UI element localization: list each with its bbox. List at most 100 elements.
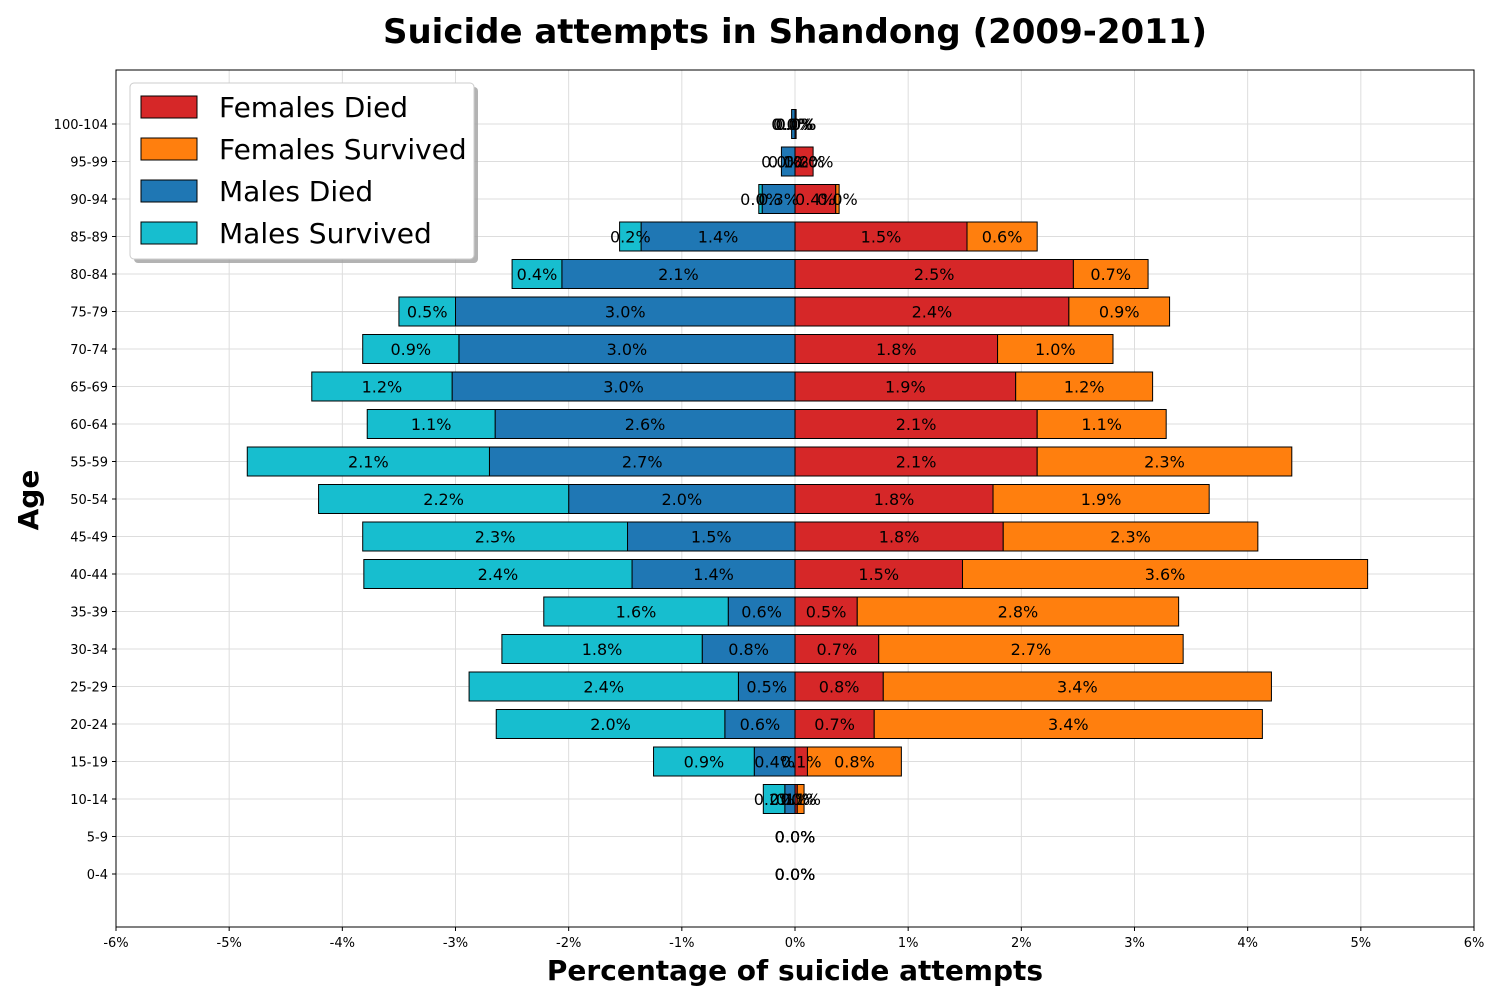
bar-females-survived <box>882 671 1272 702</box>
y-tick-label: 65-69 <box>70 381 108 396</box>
bar-females-survived <box>997 334 1114 364</box>
bar-label-females-survived: 2.3% <box>1144 453 1185 472</box>
bar-label-males-died: 0.6% <box>741 603 782 622</box>
bar-label-males-survived: 0.5% <box>407 303 448 322</box>
bar-label-males-died: 2.0% <box>662 490 703 509</box>
bar-label-females-survived: 0.8% <box>834 753 875 772</box>
bar-label-males-died: 2.7% <box>622 453 663 472</box>
bar-males-survived <box>311 371 453 402</box>
bar-females-died <box>794 184 837 214</box>
chart-title: Suicide attempts in Shandong (2009-2011) <box>383 12 1207 52</box>
y-tick-label: 50-54 <box>70 493 108 508</box>
bar-females-survived <box>1036 409 1167 439</box>
bar-label-males-died: 0.1% <box>768 153 809 172</box>
x-tick-label: 1% <box>898 936 919 951</box>
bar-males-survived <box>468 671 739 702</box>
bar-females-survived <box>806 746 902 777</box>
legend-label-females-survived: Females Survived <box>219 133 467 166</box>
bar-label-males-died: 1.4% <box>698 228 739 247</box>
bar-females-survived <box>1015 371 1154 402</box>
y-tick-label: 90-94 <box>70 193 108 208</box>
bar-label-females-survived: 0.0% <box>817 190 858 209</box>
bar-females-died <box>794 259 1074 289</box>
bar-label-females-died: 1.5% <box>858 565 899 584</box>
bar-label-females-died: 0.0% <box>775 115 816 134</box>
y-tick-label: 100-104 <box>54 118 108 133</box>
bar-males-died <box>455 296 796 327</box>
y-tick-label: 0-4 <box>87 868 108 883</box>
bar-label-females-died: 1.9% <box>885 378 926 397</box>
y-tick-label: 45-49 <box>70 531 108 546</box>
x-tick-label: -6% <box>103 936 128 951</box>
bar-females-survived <box>878 634 1184 664</box>
bar-label-males-died: 1.4% <box>693 565 734 584</box>
x-tick-label: 5% <box>1351 936 1372 951</box>
x-tick-label: -1% <box>669 936 694 951</box>
x-tick-label: -5% <box>217 936 242 951</box>
bar-label-females-died: 0.4% <box>795 190 836 209</box>
bar-label-females-died: 0.0% <box>775 865 816 884</box>
legend-swatch-females-died <box>140 95 198 119</box>
bar-females-died <box>794 296 1070 327</box>
y-tick-label: 60-64 <box>70 418 108 433</box>
bar-label-males-died: 3.0% <box>605 303 646 322</box>
bar-label-males-survived: 2.2% <box>423 490 464 509</box>
bar-label-males-survived: 0.0% <box>761 153 802 172</box>
bar-label-females-died: 1.8% <box>876 340 917 359</box>
bar-label-males-survived: 2.1% <box>348 453 389 472</box>
bar-males-died <box>727 596 796 627</box>
bar-label-males-died: 0.0% <box>775 828 816 847</box>
y-tick-label: 10-14 <box>70 793 108 808</box>
bar-males-died <box>494 409 796 439</box>
bar-label-males-survived: 0.9% <box>390 340 431 359</box>
bar-label-males-died: 0.3% <box>758 190 799 209</box>
bar-label-females-survived: 3.4% <box>1057 678 1098 697</box>
bar-label-females-survived: 0.0% <box>775 865 816 884</box>
bar-label-males-survived: 0.0% <box>771 115 812 134</box>
bar-males-survived <box>543 596 729 627</box>
bar-label-females-died: 1.8% <box>874 490 915 509</box>
bar-label-females-died: 2.1% <box>896 453 937 472</box>
bar-label-females-survived: 0.1% <box>780 790 821 809</box>
x-tick-label: -2% <box>556 936 581 951</box>
bar-label-females-died: 2.1% <box>896 415 937 434</box>
bar-males-survived <box>362 521 629 552</box>
bar-males-died <box>561 259 796 289</box>
bar-females-died <box>794 709 875 739</box>
bar-label-females-survived: 3.4% <box>1048 715 1089 734</box>
legend-items: Females Died Females Survived Males Died Ma… <box>140 91 467 250</box>
bar-label-males-died: 0.0% <box>775 865 816 884</box>
bar-males-survived <box>246 446 490 477</box>
y-tick-label: 15-19 <box>70 756 108 771</box>
legend: Females Died Females Survived Males Died Ma… <box>129 82 478 263</box>
bar-males-died <box>488 446 796 477</box>
bar-males-survived <box>318 484 570 514</box>
bar-females-survived <box>966 221 1038 252</box>
bar-label-males-died: 2.1% <box>658 265 699 284</box>
x-tick-label: 3% <box>1124 936 1145 951</box>
bar-females-died <box>794 221 968 252</box>
bar-label-males-survived: 1.2% <box>362 378 403 397</box>
bar-label-males-survived: 0.0% <box>740 190 781 209</box>
bar-label-females-survived: 1.0% <box>1035 340 1076 359</box>
y-tick-label: 70-74 <box>70 343 108 358</box>
bar-males-survived <box>362 334 460 364</box>
bar-label-females-survived: 0.0% <box>793 153 834 172</box>
legend-swatch-males-survived <box>140 221 198 245</box>
x-tick-label: -3% <box>443 936 468 951</box>
y-tick-label: 5-9 <box>87 831 108 846</box>
bar-label-males-survived: 0.4% <box>517 265 558 284</box>
bar-label-females-died: 0.7% <box>817 640 858 659</box>
bar-label-males-survived: 0.2% <box>610 228 651 247</box>
bar-layer <box>246 109 1369 814</box>
legend-swatch-females-survived <box>140 137 198 161</box>
bar-label-males-died: 0.4% <box>754 753 795 772</box>
bar-label-males-survived: 2.4% <box>478 565 519 584</box>
y-tick-label: 20-24 <box>70 718 108 733</box>
bar-label-females-died: 0.2% <box>784 153 825 172</box>
x-tick-label: 2% <box>1011 936 1032 951</box>
bar-males-died <box>458 334 796 364</box>
bar-label-layer: 0.0%0.0%0.0%0.0%0.0%0.1%0.1% 0.8%0.7% 3.4%… <box>348 115 1185 884</box>
